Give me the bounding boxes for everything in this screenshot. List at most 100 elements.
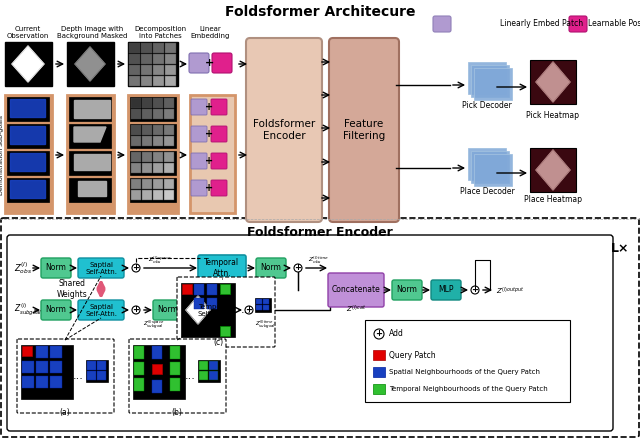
Text: (a): (a) — [60, 407, 70, 417]
Bar — [50, 361, 62, 373]
Bar — [153, 109, 163, 119]
Circle shape — [471, 286, 479, 294]
Text: $Z_{obs}^{(l)space}$: $Z_{obs}^{(l)space}$ — [148, 254, 172, 266]
Text: Add: Add — [389, 329, 404, 339]
Bar — [67, 42, 114, 86]
Bar — [141, 76, 152, 86]
Text: Foldsformer Architecure: Foldsformer Architecure — [225, 5, 415, 19]
Bar — [153, 179, 163, 189]
Bar — [131, 152, 141, 162]
Text: Saptial
Self-Attn.: Saptial Self-Attn. — [85, 261, 117, 275]
Text: Depth Image with
Background Masked: Depth Image with Background Masked — [57, 26, 127, 39]
Circle shape — [245, 306, 253, 314]
Bar — [153, 163, 163, 173]
FancyBboxPatch shape — [191, 126, 207, 142]
Polygon shape — [78, 181, 106, 196]
Bar — [199, 361, 208, 370]
Bar — [142, 125, 152, 135]
Polygon shape — [74, 100, 110, 118]
Polygon shape — [74, 154, 110, 170]
Bar — [128, 42, 178, 86]
Text: +: + — [205, 102, 213, 112]
Bar — [141, 43, 152, 53]
Bar — [129, 76, 140, 86]
Polygon shape — [471, 65, 509, 97]
FancyBboxPatch shape — [211, 126, 227, 142]
Text: Place Decoder: Place Decoder — [460, 187, 515, 197]
Text: Concatenate: Concatenate — [332, 286, 380, 294]
Text: +: + — [132, 305, 140, 314]
Bar — [131, 109, 141, 119]
Bar — [97, 371, 106, 380]
FancyBboxPatch shape — [328, 273, 384, 307]
Bar — [153, 76, 164, 86]
Polygon shape — [12, 46, 44, 82]
Bar — [263, 305, 269, 310]
Bar — [153, 43, 164, 53]
Bar — [164, 109, 174, 119]
Bar — [165, 54, 176, 64]
Bar — [22, 361, 34, 373]
Bar — [165, 76, 176, 86]
Bar — [36, 361, 48, 373]
Bar — [170, 362, 180, 375]
Text: Decomposition
into Patches: Decomposition into Patches — [134, 26, 186, 39]
FancyBboxPatch shape — [78, 300, 124, 320]
Text: Linear
Embedding: Linear Embedding — [190, 26, 230, 39]
Text: +: + — [132, 264, 140, 272]
Bar — [7, 178, 49, 202]
Bar — [373, 367, 385, 377]
Text: Spatial Neighbourhoods of the Query Patch: Spatial Neighbourhoods of the Query Patc… — [389, 369, 540, 375]
Bar — [170, 378, 180, 391]
Bar — [129, 54, 140, 64]
Circle shape — [294, 264, 302, 272]
Bar — [50, 376, 62, 388]
Bar — [165, 65, 176, 75]
Text: Query Patch: Query Patch — [389, 350, 436, 360]
Bar — [256, 299, 262, 304]
Bar — [129, 65, 140, 75]
FancyBboxPatch shape — [212, 53, 232, 73]
Circle shape — [132, 306, 140, 314]
Text: ...: ... — [241, 305, 252, 315]
Text: +: + — [205, 129, 213, 139]
Text: $Z_{obs}^{(l)time}$: $Z_{obs}^{(l)time}$ — [308, 254, 329, 266]
Text: (b): (b) — [172, 407, 182, 417]
Bar — [199, 371, 208, 380]
Bar — [97, 361, 106, 370]
Text: ...: ... — [184, 371, 195, 381]
FancyBboxPatch shape — [41, 300, 71, 320]
Bar — [164, 136, 174, 146]
FancyBboxPatch shape — [433, 16, 451, 32]
Bar — [131, 190, 141, 200]
Bar — [69, 124, 111, 148]
FancyBboxPatch shape — [191, 153, 207, 169]
Text: +: + — [205, 58, 214, 68]
Text: Temporal
Attn.: Temporal Attn. — [204, 258, 239, 278]
Bar — [194, 298, 204, 309]
Bar — [164, 179, 174, 189]
Bar — [190, 95, 235, 213]
Bar — [209, 371, 218, 380]
Bar — [164, 98, 174, 108]
Text: $Z_{subgoal}^{(l)}$: $Z_{subgoal}^{(l)}$ — [14, 302, 42, 318]
Text: Norm: Norm — [397, 286, 417, 294]
FancyBboxPatch shape — [191, 300, 237, 320]
Polygon shape — [10, 153, 45, 171]
Bar — [134, 378, 144, 391]
Bar — [69, 97, 111, 121]
Bar — [128, 95, 178, 213]
Bar — [69, 178, 111, 202]
Bar — [36, 376, 48, 388]
FancyBboxPatch shape — [177, 277, 275, 347]
Bar — [5, 95, 52, 213]
Bar — [142, 190, 152, 200]
Bar — [152, 364, 162, 374]
Bar — [198, 360, 220, 382]
Polygon shape — [74, 127, 106, 142]
Bar — [87, 361, 96, 370]
Bar — [131, 179, 141, 189]
Bar — [530, 60, 576, 104]
Bar — [263, 299, 269, 304]
Bar — [373, 350, 385, 360]
